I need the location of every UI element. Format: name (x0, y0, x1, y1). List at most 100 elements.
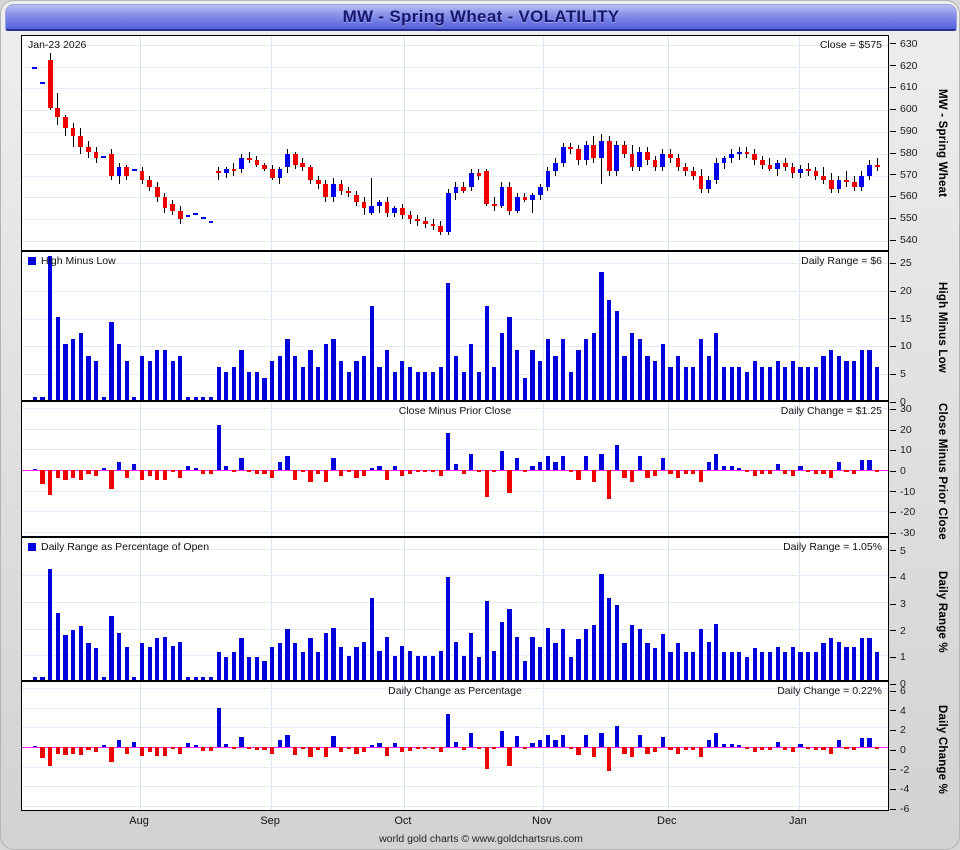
histogram-bar (208, 677, 214, 680)
axis-tick-mark (890, 450, 896, 452)
x-axis-tick-oct: Oct (394, 815, 412, 827)
candle-body-down (63, 116, 68, 128)
panel-center-label-daily-change-pct: Daily Change as Percentage (388, 685, 522, 697)
plot-high-minus-low (22, 252, 888, 400)
histogram-bar (247, 656, 252, 680)
histogram-bar (515, 350, 520, 400)
histogram-bar (178, 641, 183, 680)
histogram-bar (369, 467, 374, 470)
histogram-bar (262, 661, 267, 680)
histogram-bar (492, 470, 497, 473)
histogram-bar (446, 714, 451, 747)
histogram-bar (484, 747, 489, 770)
candlestick (422, 217, 428, 228)
histogram-bar (829, 747, 834, 754)
histogram-bar (78, 470, 83, 481)
panel-high-minus-low: High Minus Low Daily Range = $6 (21, 251, 889, 401)
candle-body-down (683, 166, 689, 172)
axis-tick-label: 560 (890, 191, 918, 202)
histogram-bar (522, 377, 528, 400)
histogram-bar (744, 470, 750, 473)
candle-body-down (86, 147, 91, 152)
histogram-bar (783, 652, 788, 680)
candlestick (323, 180, 329, 202)
candlestick (599, 134, 604, 185)
histogram-bar (201, 396, 206, 400)
histogram-bar (239, 350, 244, 400)
candle-body-down (821, 175, 826, 180)
axis-tick-mark (890, 657, 896, 659)
histogram-bar (584, 629, 589, 680)
histogram-bar (553, 355, 558, 400)
candle-body-down (438, 225, 444, 233)
gridline-horizontal (22, 88, 888, 90)
histogram-bar (515, 636, 520, 680)
histogram-bar (599, 733, 604, 747)
axis-tick-mark (890, 690, 896, 692)
histogram-bar (584, 735, 589, 747)
histogram-bar (78, 747, 83, 756)
histogram-bar (377, 366, 382, 400)
candle-body-down (109, 153, 114, 176)
candlestick (713, 158, 719, 185)
candle-body-up (530, 195, 535, 200)
histogram-bar (729, 366, 734, 400)
histogram-bar (691, 470, 696, 475)
histogram-bar (407, 366, 413, 400)
histogram-bar (698, 747, 704, 758)
histogram-bar (545, 338, 550, 400)
histogram-bar (71, 338, 76, 400)
histogram-bar (729, 743, 734, 747)
histogram-bar (591, 333, 596, 400)
histogram-bar (392, 743, 397, 747)
candle-body-down (591, 145, 597, 159)
histogram-bar (147, 747, 152, 753)
candlestick (78, 127, 84, 154)
histogram-bar (63, 747, 68, 756)
histogram-bar (71, 630, 76, 680)
histogram-bar (790, 747, 796, 753)
candlestick (736, 147, 742, 161)
histogram-bar (568, 747, 573, 749)
histogram-bar (262, 747, 267, 751)
histogram-bar (614, 726, 619, 747)
histogram-bar (836, 740, 841, 747)
histogram-bar (247, 372, 252, 400)
axis-tick-mark (890, 789, 896, 791)
candlestick (859, 171, 865, 191)
candle-body-up (116, 166, 122, 176)
axis-tick-mark (890, 318, 896, 320)
candlestick (790, 162, 796, 178)
histogram-bar (675, 747, 681, 754)
gridline-horizontal (22, 290, 888, 292)
histogram-bar (293, 470, 298, 481)
histogram-bar (300, 652, 305, 680)
candlestick (775, 160, 780, 176)
candle-body-down (698, 175, 704, 189)
candlestick (752, 149, 757, 165)
candle-body-down (269, 169, 275, 178)
histogram-bar (109, 470, 114, 489)
histogram-bar (239, 736, 244, 747)
histogram-bar (354, 646, 359, 680)
candlestick (331, 177, 336, 202)
candlestick (461, 182, 467, 194)
histogram-bar (614, 605, 619, 680)
histogram-bar (614, 445, 619, 470)
candle-flat (40, 81, 45, 84)
candlestick (576, 145, 581, 165)
candle-body-up (583, 145, 589, 161)
histogram-bar (423, 747, 428, 749)
histogram-bar (553, 461, 558, 470)
histogram-bar (109, 615, 114, 680)
candle-body-up (545, 171, 551, 187)
histogram-bar (675, 470, 681, 479)
candle-body-up (637, 151, 643, 167)
histogram-bar (484, 470, 489, 497)
histogram-bar (561, 735, 566, 747)
histogram-bar (262, 377, 267, 400)
candlestick (254, 156, 260, 167)
histogram-bar (859, 459, 864, 470)
histogram-bar (132, 463, 137, 470)
histogram-bar (224, 465, 229, 470)
